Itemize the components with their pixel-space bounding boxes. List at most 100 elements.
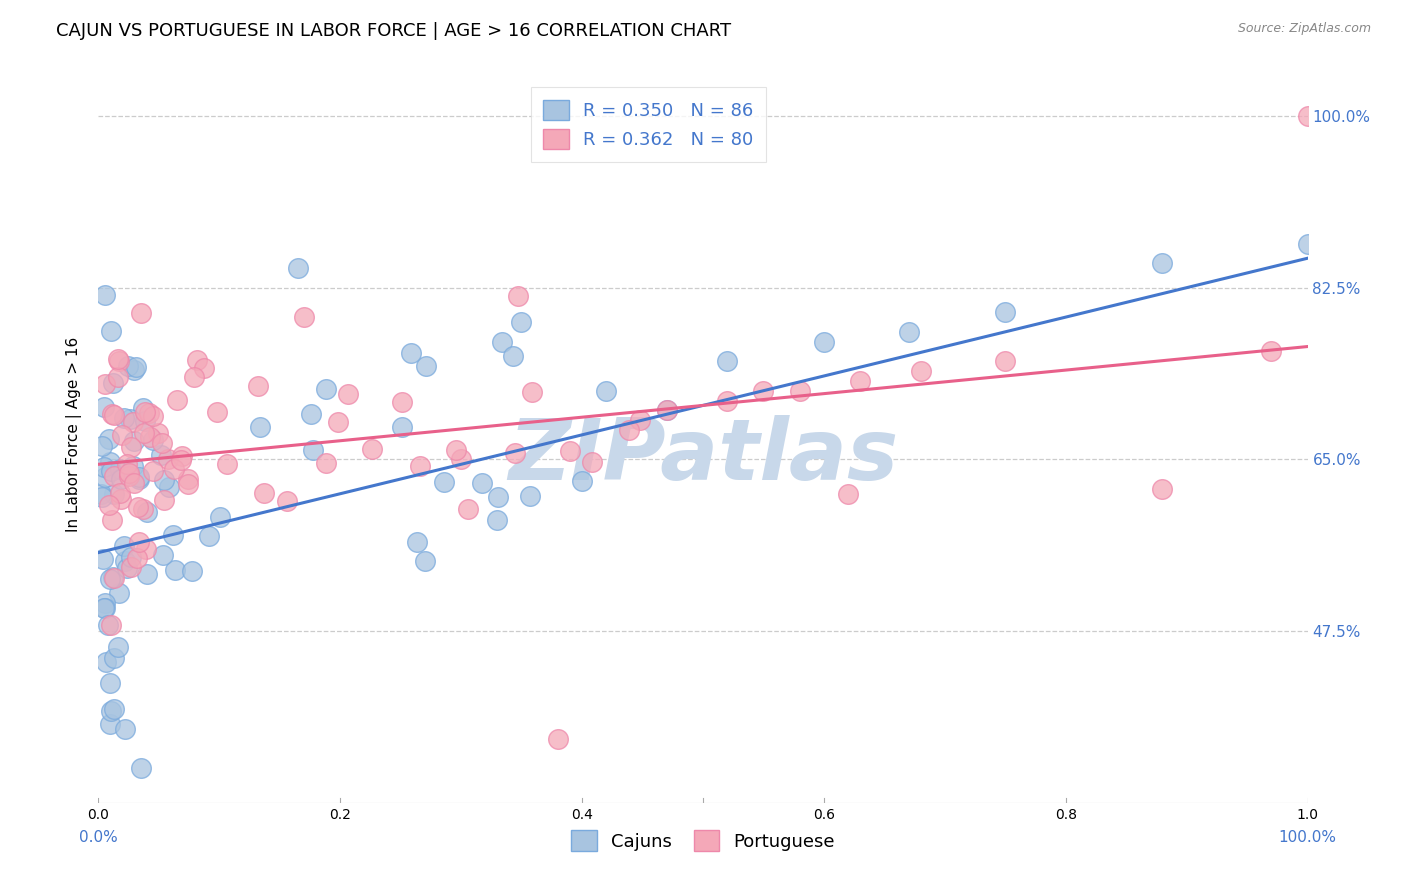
- Point: [520, 385, 543, 400]
- Point: [117, 359, 139, 374]
- Point: [100, 324, 122, 338]
- Point: [897, 325, 920, 339]
- Point: [98, 572, 121, 586]
- Point: [114, 723, 136, 737]
- Point: [789, 384, 811, 398]
- Point: [163, 563, 186, 577]
- Point: [752, 384, 775, 398]
- Point: [409, 459, 432, 474]
- Point: [93, 601, 115, 615]
- Point: [150, 436, 173, 450]
- Point: [108, 486, 131, 500]
- Point: [142, 464, 165, 478]
- Point: [162, 528, 184, 542]
- Point: [112, 411, 135, 425]
- Point: [128, 472, 150, 486]
- Point: [301, 442, 323, 457]
- Point: [361, 442, 384, 456]
- Point: [107, 351, 129, 366]
- Point: [134, 405, 156, 419]
- Point: [276, 493, 298, 508]
- Point: [837, 487, 859, 501]
- Point: [558, 443, 581, 458]
- Y-axis label: In Labor Force | Age > 16: In Labor Force | Age > 16: [66, 337, 83, 533]
- Point: [94, 470, 117, 484]
- Point: [134, 414, 156, 428]
- Point: [519, 489, 541, 503]
- Point: [122, 434, 145, 448]
- Point: [450, 451, 472, 466]
- Point: [101, 376, 124, 390]
- Text: 100.0%: 100.0%: [1278, 830, 1337, 846]
- Point: [100, 455, 122, 469]
- Point: [170, 453, 193, 467]
- Point: [491, 334, 513, 349]
- Point: [1152, 482, 1174, 496]
- Point: [114, 554, 136, 568]
- Point: [100, 407, 122, 421]
- Point: [547, 731, 569, 746]
- Point: [90, 486, 112, 500]
- Point: [108, 585, 131, 599]
- Point: [98, 676, 121, 690]
- Point: [108, 462, 131, 476]
- Point: [994, 305, 1017, 319]
- Point: [217, 457, 239, 471]
- Point: [813, 334, 835, 349]
- Point: [90, 491, 112, 505]
- Point: [135, 542, 157, 557]
- Point: [100, 618, 122, 632]
- Point: [97, 498, 120, 512]
- Point: [150, 448, 173, 462]
- Point: [177, 477, 200, 491]
- Point: [246, 378, 269, 392]
- Point: [457, 502, 479, 516]
- Point: [471, 476, 494, 491]
- Point: [122, 475, 145, 490]
- Point: [142, 409, 165, 424]
- Point: [107, 369, 129, 384]
- Point: [118, 412, 141, 426]
- Point: [485, 513, 508, 527]
- Point: [849, 374, 872, 388]
- Point: [110, 491, 132, 506]
- Point: [156, 452, 179, 467]
- Point: [118, 467, 141, 481]
- Point: [197, 529, 219, 543]
- Point: [249, 419, 271, 434]
- Point: [97, 433, 120, 447]
- Legend: Cajuns, Portuguese: Cajuns, Portuguese: [558, 818, 848, 863]
- Point: [93, 459, 115, 474]
- Point: [121, 560, 143, 574]
- Point: [103, 408, 125, 422]
- Point: [163, 462, 186, 476]
- Point: [96, 655, 118, 669]
- Point: [121, 415, 143, 429]
- Point: [315, 456, 337, 470]
- Point: [97, 618, 120, 632]
- Point: [716, 393, 738, 408]
- Point: [112, 539, 135, 553]
- Point: [94, 595, 117, 609]
- Point: [90, 439, 112, 453]
- Point: [172, 449, 194, 463]
- Point: [115, 457, 138, 471]
- Point: [124, 359, 146, 374]
- Point: [100, 464, 122, 478]
- Point: [100, 704, 122, 718]
- Point: [122, 363, 145, 377]
- Point: [1296, 236, 1319, 251]
- Point: [208, 510, 231, 524]
- Point: [446, 442, 468, 457]
- Point: [617, 423, 640, 437]
- Point: [129, 761, 152, 775]
- Point: [655, 403, 678, 417]
- Point: [103, 651, 125, 665]
- Point: [287, 261, 309, 276]
- Point: [415, 359, 437, 373]
- Point: [128, 470, 150, 484]
- Point: [115, 561, 138, 575]
- Point: [406, 535, 429, 549]
- Point: [252, 486, 274, 500]
- Point: [142, 433, 165, 447]
